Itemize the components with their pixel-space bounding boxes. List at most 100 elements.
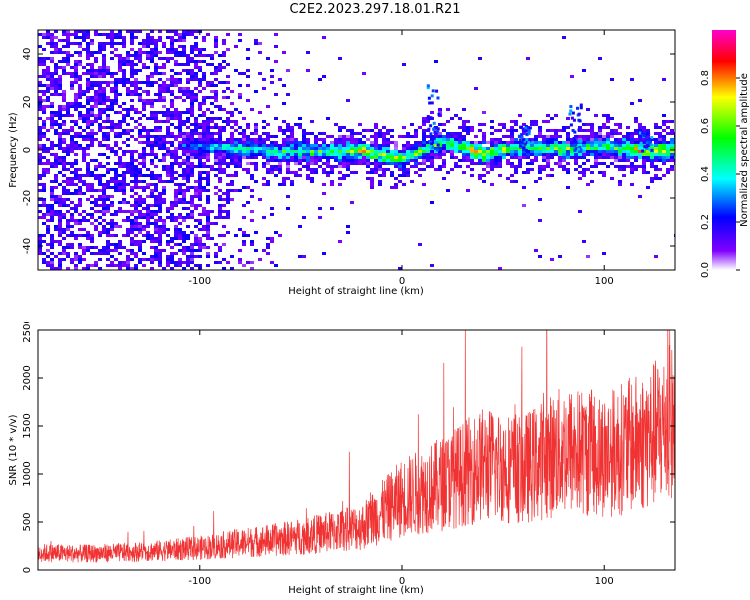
heatmap-cell	[82, 156, 86, 159]
heatmap-cell	[630, 183, 634, 186]
heatmap-cell	[286, 69, 290, 72]
colorbar-label: Normalized spectral amplitude	[739, 73, 750, 227]
heatmap-cell	[86, 165, 90, 168]
heatmap-cell	[150, 246, 154, 249]
heatmap-cell	[46, 231, 50, 234]
heatmap-cell	[198, 51, 202, 54]
heatmap-cell	[194, 141, 198, 144]
heatmap-cell	[254, 249, 258, 252]
heatmap-cell	[294, 123, 298, 126]
heatmap-cell	[186, 72, 190, 75]
heatmap-cell	[46, 105, 50, 108]
heatmap-cell	[78, 204, 82, 207]
heatmap-cell	[194, 75, 198, 78]
heatmap-cell	[150, 258, 154, 261]
heatmap-cell	[106, 72, 110, 75]
heatmap-cell	[270, 75, 274, 78]
heatmap-cell	[534, 159, 538, 162]
heatmap-cell	[626, 147, 630, 150]
heatmap-cell	[590, 147, 594, 150]
heatmap-cell	[298, 156, 302, 159]
heatmap-cell	[334, 141, 338, 144]
heatmap-cell	[641, 149, 645, 153]
heatmap-cell	[602, 150, 606, 153]
heatmap-cell	[178, 36, 182, 39]
heatmap-cell	[662, 156, 666, 159]
heatmap-cell	[326, 171, 330, 174]
heatmap-cell	[206, 120, 210, 123]
heatmap-cell	[102, 174, 106, 177]
heatmap-cell	[146, 129, 150, 132]
heatmap-cell	[126, 258, 130, 261]
heatmap-cell	[162, 201, 166, 204]
heatmap-cell	[394, 162, 398, 165]
heatmap-cell	[202, 72, 206, 75]
heatmap-cell	[246, 123, 250, 126]
heatmap-cell	[294, 144, 298, 147]
heatmap-cell	[114, 222, 118, 225]
heatmap-cell	[370, 177, 374, 180]
heatmap-cell	[290, 141, 294, 144]
heatmap-cell	[550, 174, 554, 177]
heatmap-cell	[130, 219, 134, 222]
heatmap-cell	[519, 144, 523, 148]
heatmap-cell	[98, 126, 102, 129]
heatmap-cell	[270, 171, 274, 174]
heatmap-cell	[58, 48, 62, 51]
heatmap-cell	[190, 132, 194, 135]
heatmap-cell	[286, 207, 290, 210]
heatmap-cell	[66, 219, 70, 222]
heatmap-cell	[66, 162, 70, 165]
heatmap-cell	[90, 111, 94, 114]
heatmap-cell	[74, 132, 78, 135]
heatmap-cell	[182, 207, 186, 210]
heatmap-cell	[230, 183, 234, 186]
heatmap-cell	[442, 147, 446, 150]
heatmap-cell	[74, 162, 78, 165]
heatmap-cell	[374, 171, 378, 174]
heatmap-cell	[202, 150, 206, 153]
heatmap-cell	[214, 117, 218, 120]
heatmap-cell	[154, 54, 158, 57]
heatmap-cell	[282, 183, 286, 186]
heatmap-cell	[110, 129, 114, 132]
heatmap-cell	[154, 114, 158, 117]
heatmap-cell	[194, 123, 198, 126]
heatmap-cell	[666, 159, 670, 162]
heatmap-cell	[178, 129, 182, 132]
heatmap-cell	[322, 168, 326, 171]
heatmap-cell	[114, 234, 118, 237]
heatmap-cell	[438, 165, 442, 168]
heatmap-cell	[110, 195, 114, 198]
heatmap-cell	[126, 249, 130, 252]
heatmap-cell	[102, 135, 106, 138]
heatmap-cell	[186, 171, 190, 174]
heatmap-cell	[110, 33, 114, 36]
heatmap-cell	[334, 123, 338, 126]
heatmap-cell	[118, 57, 122, 60]
heatmap-cell	[162, 57, 166, 60]
heatmap-cell	[342, 174, 346, 177]
heatmap-cell	[102, 63, 106, 66]
heatmap-cell	[458, 147, 462, 150]
heatmap-cell	[86, 162, 90, 165]
heatmap-cell	[38, 183, 42, 186]
heatmap-cell	[182, 99, 186, 102]
heatmap-cell	[226, 162, 230, 165]
heatmap-cell	[162, 219, 166, 222]
heatmap-cell	[162, 111, 166, 114]
heatmap-cell	[298, 147, 302, 150]
heatmap-cell	[142, 39, 146, 42]
heatmap-cell	[62, 165, 66, 168]
heatmap-cell	[50, 204, 54, 207]
heatmap-cell	[210, 54, 214, 57]
heatmap-cell	[370, 162, 374, 165]
heatmap-cell	[546, 144, 550, 147]
heatmap-cell	[54, 198, 58, 201]
heatmap-cell	[622, 174, 626, 177]
heatmap-cell	[54, 78, 58, 81]
heatmap-cell	[186, 237, 190, 240]
heatmap-cell	[278, 153, 282, 156]
heatmap-cell	[254, 180, 258, 183]
heatmap-cell	[62, 168, 66, 171]
